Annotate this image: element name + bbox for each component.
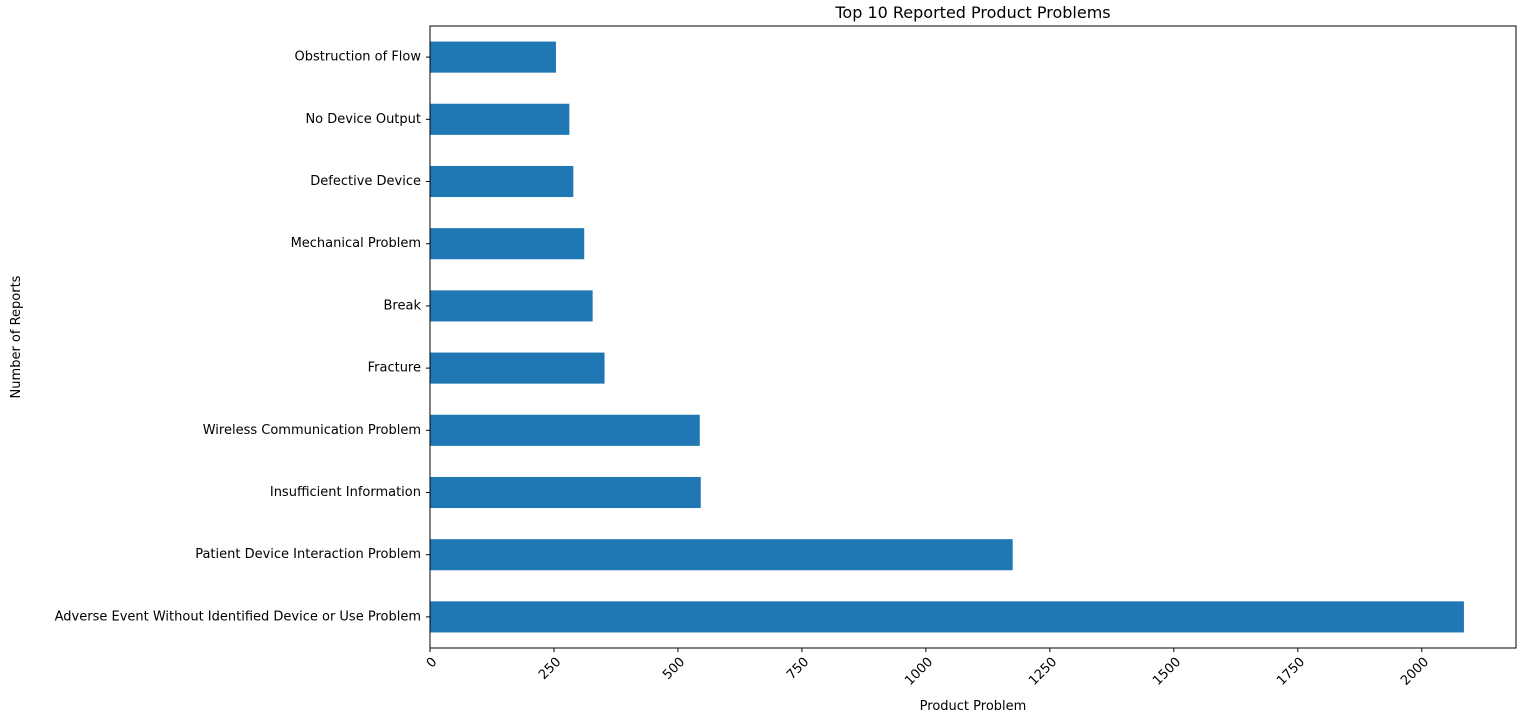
- x-axis-label: Product Problem: [920, 699, 1027, 714]
- bar: [430, 103, 570, 135]
- x-tick-label: 500: [660, 655, 688, 683]
- x-tick-label: 2000: [1398, 655, 1432, 689]
- y-tick-label: Defective Device: [310, 174, 421, 189]
- y-tick-label: Fracture: [368, 361, 421, 376]
- bar: [430, 352, 605, 384]
- bar: [430, 539, 1013, 571]
- y-tick-label: Wireless Communication Problem: [203, 423, 421, 438]
- x-tick-label: 1500: [1150, 655, 1184, 689]
- bar: [430, 41, 556, 73]
- bar: [430, 290, 593, 322]
- x-tick-label: 750: [784, 655, 812, 683]
- bar: [430, 228, 585, 260]
- x-tick-label: 1000: [902, 655, 936, 689]
- x-tick-label: 250: [536, 655, 564, 683]
- x-tick-label: 1250: [1026, 655, 1060, 689]
- y-tick-label: Obstruction of Flow: [295, 50, 422, 65]
- chart-title: Top 10 Reported Product Problems: [834, 3, 1110, 22]
- y-axis-ticks: Adverse Event Without Identified Device …: [55, 50, 430, 624]
- y-tick-label: Adverse Event Without Identified Device …: [55, 609, 421, 624]
- plot-frame: [429, 25, 1517, 649]
- x-tick-label: 0: [424, 655, 440, 671]
- y-tick-label: Patient Device Interaction Problem: [195, 547, 421, 562]
- y-tick-label: Insufficient Information: [270, 485, 421, 500]
- bars-group: [430, 41, 1464, 633]
- y-tick-label: No Device Output: [305, 112, 421, 127]
- bar: [430, 165, 574, 198]
- bar: [430, 476, 701, 509]
- bar: [430, 601, 1464, 633]
- bar: [430, 414, 700, 446]
- x-axis-ticks: 0 250 500 750 1000 1250 1500 1750 2000: [424, 648, 1432, 689]
- y-tick-label: Mechanical Problem: [291, 236, 421, 251]
- x-tick-label: 1750: [1274, 655, 1308, 689]
- y-tick-label: Break: [384, 298, 422, 313]
- y-axis-label: Number of Reports: [9, 275, 24, 398]
